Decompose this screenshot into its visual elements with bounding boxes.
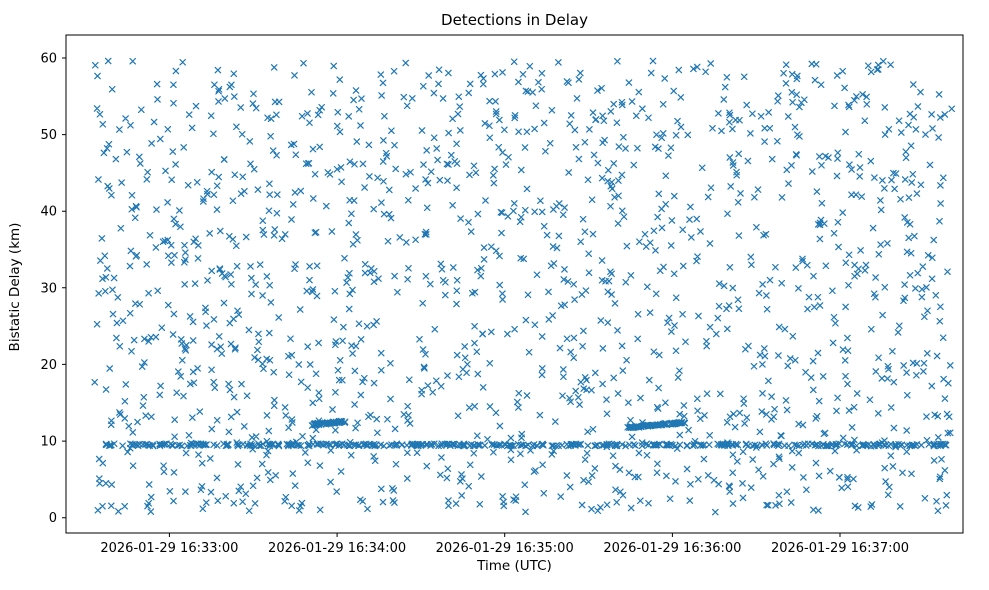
x-tick-label-1: 2026-01-29 16:34:00 [268, 541, 406, 556]
tick-marks [62, 57, 841, 537]
y-tick-label-2: 20 [40, 358, 57, 373]
x-tick-label-3: 2026-01-29 16:36:00 [603, 541, 741, 556]
x-tick-label-2: 2026-01-29 16:35:00 [436, 541, 574, 556]
x-tick-label-0: 2026-01-29 16:33:00 [100, 541, 238, 556]
y-tick-label-6: 60 [40, 52, 57, 67]
x-tick-label-4: 2026-01-29 16:37:00 [771, 541, 909, 556]
y-tick-label-5: 50 [40, 128, 57, 143]
chart-title: Detections in Delay [441, 11, 588, 29]
x-axis-label: Time (UTC) [477, 558, 552, 574]
axes-frame [65, 34, 964, 534]
scatter-points [91, 57, 955, 516]
y-tick-label-0: 0 [49, 511, 57, 526]
y-tick-label-1: 10 [40, 435, 57, 450]
y-tick-label-4: 40 [40, 205, 57, 220]
y-tick-label-3: 30 [40, 281, 57, 296]
